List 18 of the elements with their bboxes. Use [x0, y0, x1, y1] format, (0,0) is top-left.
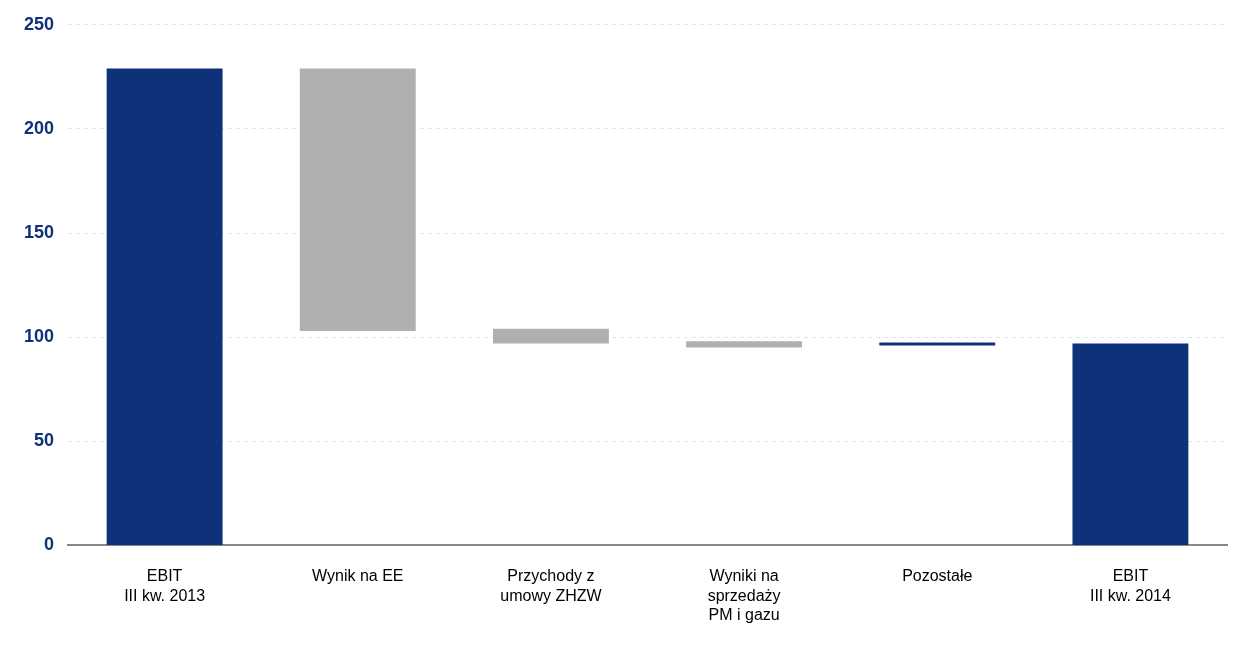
bar — [686, 341, 803, 348]
y-tick-label: 0 — [44, 534, 55, 555]
bar — [879, 342, 996, 346]
bar — [492, 328, 609, 344]
y-tick-label: 150 — [23, 222, 55, 243]
bar — [1072, 343, 1189, 545]
y-tick-label: 250 — [23, 13, 55, 34]
y-tick-label: 50 — [34, 430, 55, 451]
x-tick-label: Wynik na EE — [312, 567, 404, 585]
bar — [299, 68, 416, 331]
y-tick-label: 200 — [23, 117, 55, 138]
bar — [106, 68, 223, 545]
x-tick-label: EBIT III kw. 2014 — [1089, 567, 1171, 604]
x-tick-label: Przychody z umowy ZHZW — [500, 567, 603, 604]
y-tick-label: 100 — [23, 326, 55, 347]
x-tick-label: Wyniki na sprzedaży PM i gazu — [707, 567, 781, 623]
x-tick-label: Pozostałe — [902, 567, 973, 585]
x-tick-label: EBIT III kw. 2013 — [124, 567, 206, 604]
